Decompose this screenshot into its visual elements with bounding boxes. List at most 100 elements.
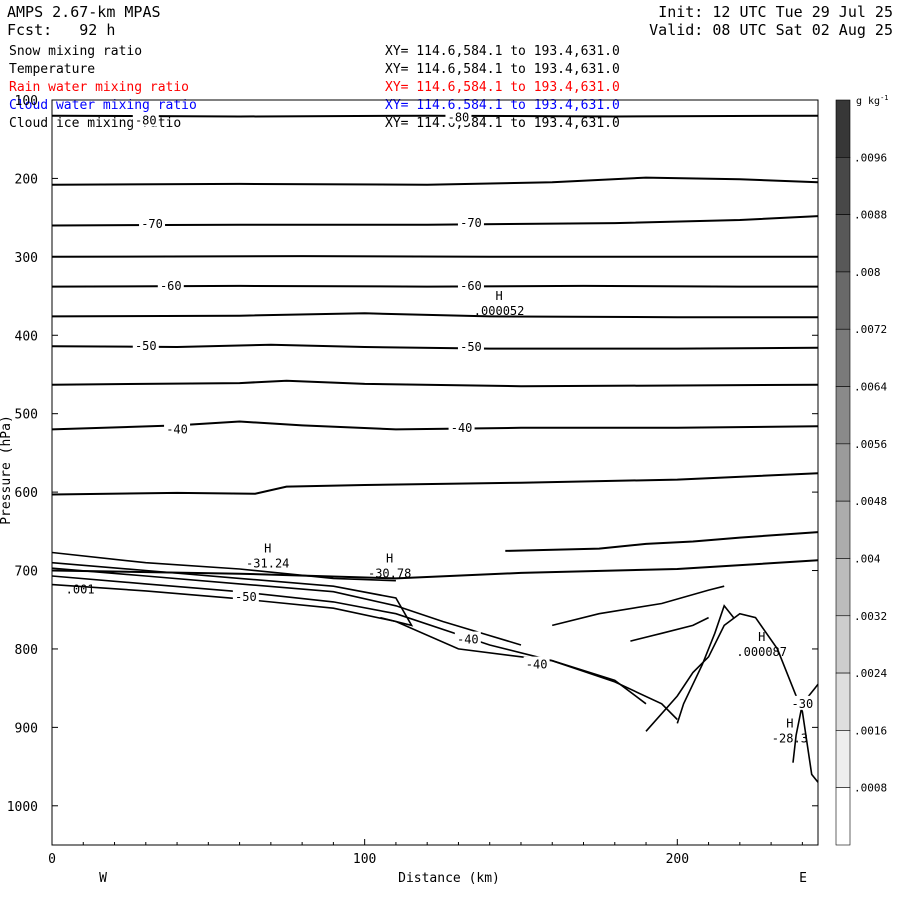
y-tick-label: 100	[15, 94, 38, 109]
isotherm-contour	[51, 284, 818, 288]
colorbar-tick-label: .0016	[854, 724, 887, 737]
plot-frame	[51, 99, 819, 846]
y-tick-label: 500	[15, 408, 38, 423]
contour-label-bg	[523, 656, 550, 671]
forecast-hour: Fcst: 92 h	[7, 21, 116, 39]
y-axis-label: Pressure (hPa)	[0, 415, 14, 525]
extremum-value: -31.24	[246, 556, 289, 570]
model-title: AMPS 2.67-km MPAS	[7, 3, 161, 21]
contour-label: -60	[460, 279, 482, 293]
y-tick-label: 1000	[7, 800, 38, 815]
field-xy-cloud-water: XY= 114.6,584.1 to 193.4,631.0	[385, 98, 620, 113]
mixing-ratio-contour	[630, 616, 709, 642]
contour-label-bg	[445, 109, 472, 124]
isotherm-contour	[51, 255, 818, 258]
contour-label-bg	[139, 215, 166, 230]
colorbar-unit-base: g kg	[856, 96, 880, 107]
isotherm-contour	[51, 472, 819, 496]
contour-label: -70	[141, 217, 163, 231]
colorbar-unit-exp: -1	[880, 94, 888, 102]
isotherm-contour	[51, 312, 818, 319]
mixing-ratio-contour	[552, 585, 725, 627]
valid-time: Valid: 08 UTC Sat 02 Aug 25	[649, 21, 893, 39]
colorbar-box	[835, 730, 851, 788]
contour-label: -80	[135, 113, 157, 127]
colorbar-tick-label: .0024	[854, 667, 887, 680]
extremum-symbol: H	[264, 541, 271, 555]
colorbar-box	[835, 787, 851, 846]
colorbar-box	[835, 271, 851, 330]
y-tick-label: 600	[15, 486, 38, 501]
extremum-value: .000087	[736, 645, 787, 659]
y-tick-label: 200	[15, 172, 38, 187]
y-tick-label: 800	[15, 643, 38, 658]
contour-label: -40	[451, 421, 473, 435]
colorbar-tick-label: .0088	[854, 209, 887, 222]
contour-label-bg	[454, 631, 481, 646]
contour-label-bg	[789, 695, 816, 710]
extremum-symbol: H	[758, 630, 765, 644]
colorbar-box	[835, 615, 851, 674]
field-name-cloud-water: Cloud water mixing ratio	[9, 98, 197, 113]
x-axis-label: Distance (km)	[398, 871, 500, 886]
contour-label: -50	[135, 339, 157, 353]
colorbar-box	[835, 386, 851, 445]
direction-right: E	[799, 871, 807, 886]
colorbar-box	[835, 328, 851, 387]
colorbar-tick-label: .0064	[854, 381, 887, 394]
isotherm-contour	[51, 379, 819, 388]
contour-label-bg	[232, 589, 259, 604]
colorbar-tick-label: .0032	[854, 610, 887, 623]
colorbar-tick-label: .0008	[854, 782, 887, 795]
contour-label: -40	[526, 658, 548, 672]
mixing-ratio-contour	[51, 551, 396, 582]
contour-label: -40	[457, 633, 479, 647]
mixing-ratio-contour	[676, 604, 735, 724]
field-name-rain: Rain water mixing ratio	[9, 80, 190, 95]
contour-label: .001	[66, 582, 95, 596]
contour-label: -40	[166, 422, 188, 436]
mixing-ratio-contour	[645, 612, 819, 783]
isotherm-contour	[51, 176, 819, 186]
colorbar-box	[835, 558, 851, 617]
isotherm-contour	[51, 215, 819, 227]
x-tick-label: 200	[666, 852, 689, 867]
isotherm-contour	[51, 343, 819, 350]
field-xy-cloud-ice: XY= 114.6,584.1 to 193.4,631.0	[385, 116, 620, 131]
direction-left: W	[99, 871, 107, 886]
contour-label-bg	[457, 339, 484, 354]
init-time: Init: 12 UTC Tue 29 Jul 25	[658, 3, 893, 21]
contour-label: -30	[792, 697, 814, 711]
extremum-symbol: H	[386, 552, 393, 566]
contour-label-bg	[448, 419, 475, 434]
colorbar-tick-label: .0072	[854, 323, 887, 336]
isotherm-contour	[505, 531, 819, 552]
y-tick-label: 900	[15, 721, 38, 736]
contour-label-bg	[132, 338, 159, 353]
field-xy-snow: XY= 114.6,584.1 to 193.4,631.0	[385, 44, 620, 59]
mixing-ratio-contour	[51, 583, 678, 721]
contour-label-bg	[457, 215, 484, 230]
extremum-symbol: H	[786, 716, 793, 730]
colorbar-box	[835, 500, 851, 559]
isotherm-contour	[51, 559, 819, 580]
colorbar-box	[835, 443, 851, 502]
colorbar-box	[835, 157, 851, 215]
mixing-ratio-contour	[51, 561, 414, 627]
colorbar-tick-label: .008	[854, 266, 881, 279]
field-xy-rain: XY= 114.6,584.1 to 193.4,631.0	[385, 80, 620, 95]
contour-label-bg	[457, 277, 484, 292]
y-tick-label: 300	[15, 251, 38, 266]
field-name-temperature: Temperature	[9, 62, 96, 77]
colorbar-tick-label: .0096	[854, 151, 887, 164]
x-tick-label: 100	[353, 852, 376, 867]
mixing-ratio-contour	[51, 567, 522, 646]
y-tick-label: 700	[15, 565, 38, 580]
extremum-value: -28.3	[772, 731, 808, 745]
contour-label-bg	[157, 277, 184, 292]
colorbar-tick-label: .0048	[854, 495, 887, 508]
field-xy-temperature: XY= 114.6,584.1 to 193.4,631.0	[385, 62, 620, 77]
colorbar-box	[835, 99, 851, 158]
x-tick-label: 0	[48, 852, 56, 867]
